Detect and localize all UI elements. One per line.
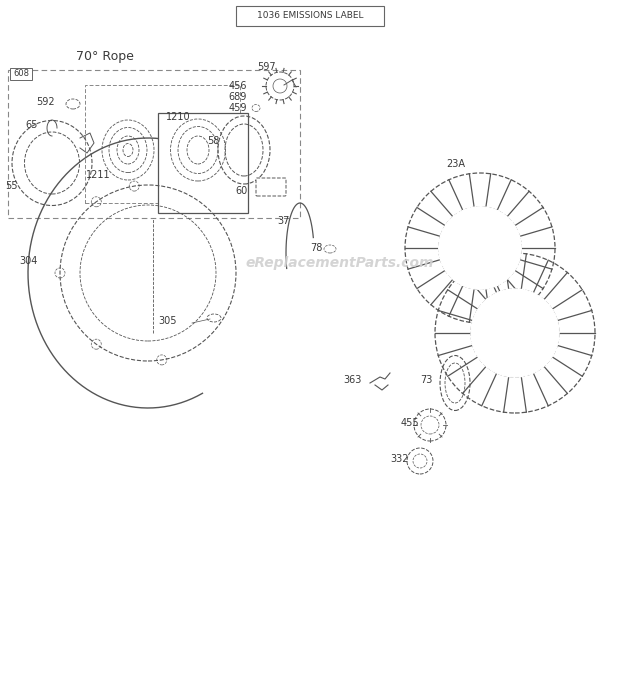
- Text: 58: 58: [207, 136, 219, 146]
- Text: 37: 37: [278, 216, 290, 226]
- Text: 65: 65: [25, 120, 38, 130]
- Text: 456: 456: [229, 81, 247, 91]
- Text: 1211: 1211: [86, 170, 110, 180]
- Text: 23: 23: [495, 239, 508, 249]
- Text: 459: 459: [229, 103, 247, 113]
- FancyBboxPatch shape: [8, 70, 300, 218]
- Text: 23A: 23A: [446, 159, 466, 169]
- Text: 73: 73: [420, 375, 433, 385]
- Text: 689: 689: [229, 92, 247, 102]
- FancyBboxPatch shape: [158, 113, 248, 213]
- Circle shape: [471, 289, 559, 377]
- Text: 597: 597: [258, 62, 277, 72]
- Text: 305: 305: [159, 316, 177, 326]
- FancyBboxPatch shape: [85, 85, 240, 203]
- Text: 60: 60: [236, 186, 248, 196]
- Text: 592: 592: [37, 97, 55, 107]
- Text: 1036 EMISSIONS LABEL: 1036 EMISSIONS LABEL: [257, 12, 363, 21]
- Text: 304: 304: [19, 256, 37, 266]
- FancyBboxPatch shape: [256, 178, 286, 196]
- Text: 78: 78: [310, 243, 322, 253]
- Text: 55: 55: [6, 181, 18, 191]
- Text: 363: 363: [343, 375, 361, 385]
- Text: 70° Rope: 70° Rope: [76, 50, 134, 63]
- Text: eReplacementParts.com: eReplacementParts.com: [246, 256, 434, 270]
- Text: 455: 455: [401, 418, 419, 428]
- Text: 1210: 1210: [166, 112, 190, 122]
- FancyBboxPatch shape: [10, 68, 32, 80]
- Text: 332: 332: [391, 454, 409, 464]
- FancyBboxPatch shape: [236, 6, 384, 26]
- Text: 608: 608: [13, 69, 29, 78]
- Circle shape: [439, 207, 521, 289]
